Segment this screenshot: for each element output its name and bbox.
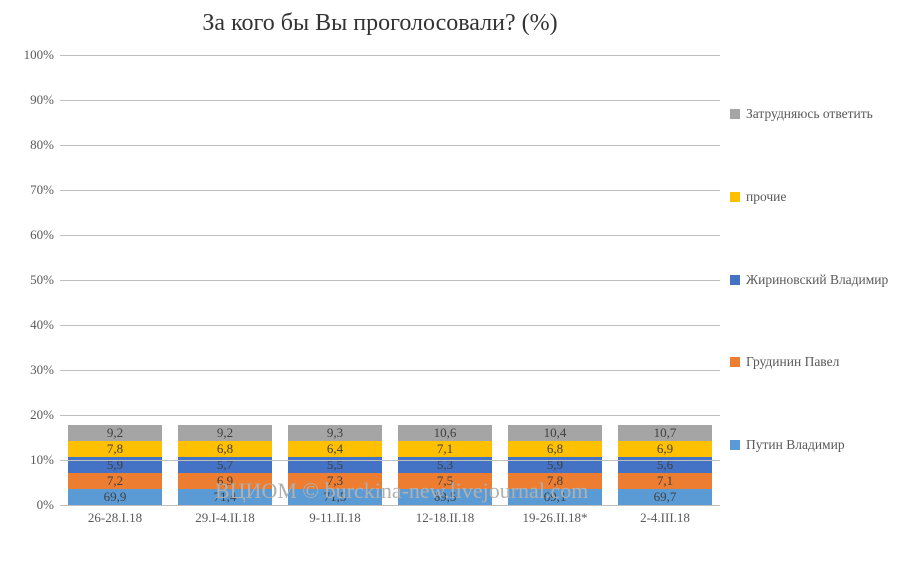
legend-swatch [730,192,740,202]
bar-segment-grudinin: 7,3 [288,473,383,489]
bar-segment-putin: 69,9 [68,489,163,505]
bar: 69,57,55,37,110,6 [398,425,493,505]
bar: 69,97,25,97,89,2 [68,425,163,505]
legend-item-others: прочие [730,189,890,206]
bar: 71,46,95,76,89,2 [178,425,273,505]
x-tick-label: 2-4.III.18 [610,510,720,526]
gridline [60,505,720,506]
bar: 69,17,85,96,810,4 [508,425,603,505]
y-tick-label: 90% [30,92,54,108]
bar-segment-grudinin: 7,2 [68,473,163,489]
bar-segment-grudinin: 7,8 [508,473,603,489]
gridline [60,235,720,236]
bar-segment-others: 7,8 [68,441,163,457]
bar-segment-putin: 69,5 [398,489,493,505]
y-tick-label: 10% [30,452,54,468]
legend-item-grudinin: Грудинин Павел [730,354,890,371]
gridline [60,55,720,56]
gridline [60,190,720,191]
bar: 71,57,35,56,49,3 [288,425,383,505]
y-tick-label: 70% [30,182,54,198]
legend-label: Грудинин Павел [746,354,839,371]
bar-segment-others: 7,1 [398,441,493,457]
plot-area: 69,97,25,97,89,271,46,95,76,89,271,57,35… [60,55,720,505]
bar-segment-dont_know: 10,4 [508,425,603,441]
gridline [60,325,720,326]
bar: 69,77,15,66,910,7 [618,425,713,505]
bar-segment-grudinin: 7,5 [398,473,493,489]
legend: Затрудняюсь ответить прочие Жириновский Вл… [730,55,890,505]
y-tick-label: 20% [30,407,54,423]
legend-swatch [730,357,740,367]
bar-segment-dont_know: 10,6 [398,425,493,441]
legend-item-dont_know: Затрудняюсь ответить [730,106,890,123]
bar-segment-putin: 69,7 [618,489,713,505]
bar-segment-putin: 69,1 [508,489,603,505]
y-tick-label: 60% [30,227,54,243]
chart-container: За кого бы Вы проголосовали? (%) 69,97,2… [0,0,900,561]
bar-segment-others: 6,9 [618,441,713,457]
gridline [60,100,720,101]
x-tick-label: 9-11.II.18 [280,510,390,526]
legend-label: прочие [746,189,786,206]
legend-swatch [730,275,740,285]
bar-segment-putin: 71,4 [178,489,273,505]
legend-label: Жириновский Владимир [746,272,888,289]
gridline [60,370,720,371]
y-tick-label: 100% [24,47,54,63]
chart-title: За кого бы Вы проголосовали? (%) [0,10,760,37]
x-tick-label: 29.I-4.II.18 [170,510,280,526]
y-tick-label: 30% [30,362,54,378]
legend-swatch [730,440,740,450]
bar-segment-dont_know: 10,7 [618,425,713,441]
x-tick-label: 12-18.II.18 [390,510,500,526]
y-tick-label: 80% [30,137,54,153]
bar-segment-others: 6,4 [288,441,383,457]
gridline [60,415,720,416]
bar-segment-dont_know: 9,3 [288,425,383,441]
legend-item-zhirinovsky: Жириновский Владимир [730,272,890,289]
bar-segment-others: 6,8 [508,441,603,457]
x-tick-label: 19-26.II.18* [500,510,610,526]
x-axis-labels: 26-28.I.1829.I-4.II.189-11.II.1812-18.II… [60,510,720,526]
legend-item-putin: Путин Владимир [730,437,890,454]
bar-segment-grudinin: 6,9 [178,473,273,489]
y-tick-label: 0% [37,497,54,513]
bar-segment-dont_know: 9,2 [68,425,163,441]
legend-label: Путин Владимир [746,437,845,454]
y-tick-label: 50% [30,272,54,288]
x-tick-label: 26-28.I.18 [60,510,170,526]
bar-segment-others: 6,8 [178,441,273,457]
legend-swatch [730,109,740,119]
y-tick-label: 40% [30,317,54,333]
bar-segment-grudinin: 7,1 [618,473,713,489]
legend-label: Затрудняюсь ответить [746,106,873,123]
bar-segment-dont_know: 9,2 [178,425,273,441]
gridline [60,280,720,281]
gridline [60,460,720,461]
bar-segment-putin: 71,5 [288,489,383,505]
gridline [60,145,720,146]
